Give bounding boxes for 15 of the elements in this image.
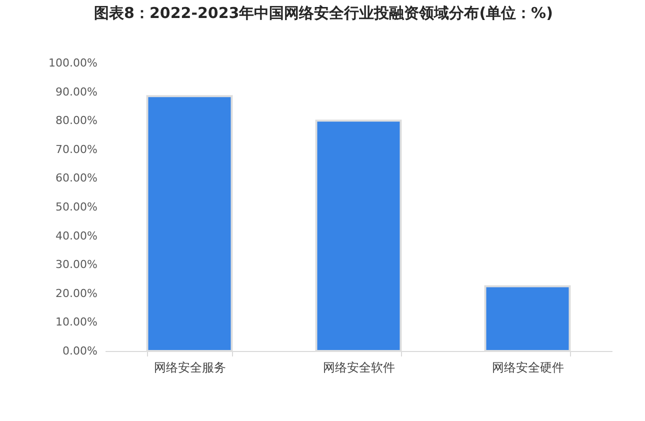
y-tick-label: 40.00% <box>56 229 98 242</box>
y-tick-label: 10.00% <box>56 316 98 329</box>
y-tick-label: 60.00% <box>56 172 98 185</box>
x-tick-label: 网络安全硬件 <box>492 360 564 374</box>
y-tick-label: 0.00% <box>62 344 98 358</box>
chart-title: 图表8：2022-2023年中国网络安全行业投融资领域分布(单位：%) <box>94 4 553 22</box>
y-tick-label: 90.00% <box>56 85 98 98</box>
x-tick-label: 网络安全服务 <box>154 360 226 374</box>
y-tick-label: 80.00% <box>56 114 98 128</box>
y-tick-label: 70.00% <box>56 142 98 156</box>
y-tick-label: 30.00% <box>56 258 98 272</box>
y-tick-label: 100.00% <box>48 56 98 70</box>
y-tick-label: 50.00% <box>56 200 98 214</box>
y-tick-label: 20.00% <box>56 286 98 300</box>
x-tick-label: 网络安全软件 <box>323 360 395 374</box>
